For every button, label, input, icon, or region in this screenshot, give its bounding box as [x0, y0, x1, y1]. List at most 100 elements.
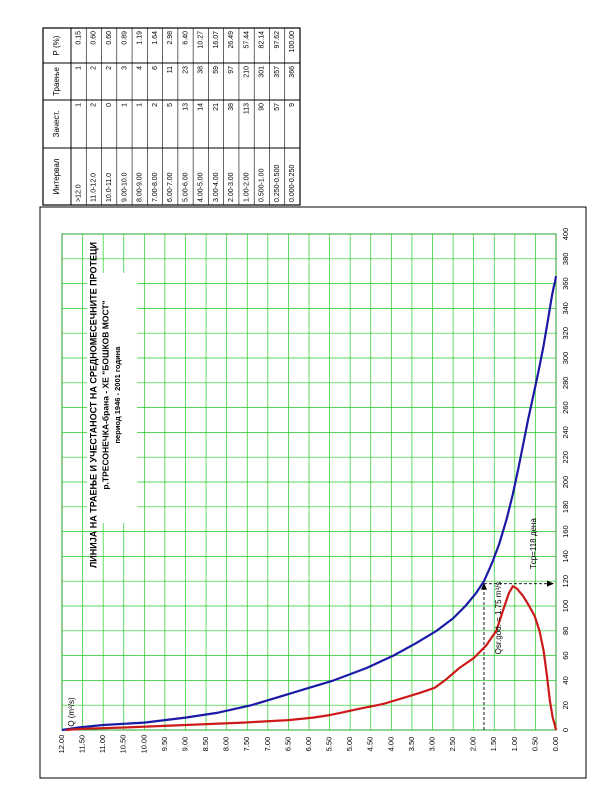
x-tick-label: 100 — [561, 600, 570, 613]
x-tick-label: 200 — [561, 476, 570, 489]
y-tick-label: 3.00 — [427, 737, 436, 752]
table-cell: 26.49 — [228, 31, 235, 49]
table-header-cell: Зачест. — [52, 111, 61, 138]
table-cell: 97 — [228, 66, 235, 74]
table-cell: 100.00 — [289, 31, 296, 53]
table-cell: 1 — [121, 103, 128, 107]
table-cell: 16.07 — [213, 31, 220, 49]
table-cell: 5.00-6.00 — [182, 172, 189, 202]
table-cell: 97.62 — [274, 31, 281, 49]
y-tick-label: 8.00 — [222, 737, 231, 752]
y-tick-label: 1.00 — [510, 737, 519, 752]
table-cell: 3.00-4.00 — [213, 172, 220, 202]
table-cell: 10.0-11.0 — [106, 173, 113, 202]
y-tick-label: 5.00 — [345, 737, 354, 752]
table-cell: 301 — [259, 66, 266, 78]
series-line-0 — [61, 276, 558, 732]
table-cell: 0.250-0.500 — [274, 165, 281, 202]
table-cell: 2.98 — [167, 31, 174, 45]
qsr-arrow-icon — [480, 582, 487, 590]
table-header-cell: Траење — [52, 67, 61, 96]
x-tick-label: 260 — [561, 401, 570, 414]
series-line-1 — [66, 585, 558, 732]
table-cell: 2.00-3.00 — [228, 172, 235, 202]
y-tick-label: 2.50 — [448, 737, 457, 752]
y-tick-label: 9.00 — [180, 737, 189, 752]
table-cell: 2 — [91, 66, 98, 70]
table-cell: 0.60 — [91, 31, 98, 45]
x-tick-label: 160 — [561, 525, 570, 538]
table-header-cell: Интервал — [52, 158, 61, 194]
table-cell: 0.000-0.250 — [289, 165, 296, 202]
y-tick-label: 6.50 — [283, 737, 292, 752]
y-tick-label: 2.00 — [469, 737, 478, 752]
table-cell: 38 — [198, 66, 205, 74]
table-cell: 1.19 — [137, 31, 144, 45]
y-tick-label: 7.50 — [242, 737, 251, 752]
table-cell: 8.00-9.00 — [137, 172, 144, 202]
x-tick-label: 20 — [561, 701, 570, 709]
table-cell: 2 — [91, 103, 98, 107]
y-tick-label: 7.00 — [263, 737, 272, 752]
x-tick-label: 280 — [561, 377, 570, 390]
table-cell: 1 — [137, 103, 144, 107]
x-tick-label: 220 — [561, 451, 570, 464]
duration-frequency-chart: 0 20 40 60 80 100 120 140 160 180 200 220 240 260 280 3… — [57, 228, 570, 754]
table-cell: 90 — [259, 103, 266, 111]
table-cell: 0.500-1.00 — [259, 168, 266, 202]
y-tick-label: 4.00 — [386, 737, 395, 752]
y-tick-label: 8.50 — [201, 737, 210, 752]
table-cell: 9 — [289, 103, 296, 107]
x-tick-label: 380 — [561, 253, 570, 266]
y-tick-label: 3.50 — [407, 737, 416, 752]
x-tick-label: 240 — [561, 426, 570, 439]
table-cell: 23 — [182, 66, 189, 74]
table-cell: 6.00-7.00 — [167, 172, 174, 202]
table-cell: 82.14 — [259, 31, 266, 49]
table-cell: 0.89 — [121, 31, 128, 45]
y-tick-label: 6.00 — [304, 737, 313, 752]
table-cell: 6.40 — [182, 31, 189, 45]
table-cell: 210 — [243, 66, 250, 78]
x-tick-label: 140 — [561, 550, 570, 563]
table-cell: 1.00-2.00 — [243, 172, 250, 202]
x-tick-label: 80 — [561, 627, 570, 635]
x-tick-label: 320 — [561, 327, 570, 340]
y-tick-label: 10.00 — [139, 735, 148, 754]
table-cell: 57 — [274, 103, 281, 111]
chart-period: период 1946 - 2001 година — [113, 346, 122, 444]
table-cell: 1 — [75, 66, 82, 70]
y-tick-label: 4.50 — [366, 737, 375, 752]
y-tick-label: 0.50 — [530, 737, 539, 752]
tsr-arrow-icon — [547, 580, 554, 587]
y-tick-label: 11.00 — [98, 735, 107, 753]
title-block — [87, 273, 137, 523]
table-cell: 11 — [167, 66, 174, 73]
table-cell: 5 — [167, 103, 174, 107]
y-axis-label: Q (m³/s) — [67, 697, 76, 727]
x-tick-label: 360 — [561, 277, 570, 290]
table-cell: 10.27 — [198, 31, 205, 49]
table-cell: 13 — [182, 103, 189, 111]
table-border — [42, 27, 301, 206]
table-cell: 38 — [228, 103, 235, 111]
table-cell: >12.0 — [75, 184, 82, 202]
table-cell: 2 — [106, 66, 113, 70]
x-tick-label: 0 — [561, 728, 570, 732]
table-cell: 7.00-8.00 — [152, 172, 159, 202]
table-cell: 11.0-12.0 — [91, 173, 98, 202]
table-cell: 14 — [198, 103, 205, 111]
tsr-label: Tср=118 дена — [529, 518, 538, 570]
y-tick-label: 9.50 — [160, 737, 169, 752]
x-tick-label: 120 — [561, 575, 570, 588]
table-cell: 2 — [152, 103, 159, 107]
y-tick-label: 1.50 — [489, 737, 498, 752]
y-tick-label: 11.50 — [78, 735, 87, 753]
table-cell: 4.00-5.00 — [198, 172, 205, 202]
table-cell: 357 — [274, 66, 281, 78]
table-cell: 366 — [289, 66, 296, 78]
table-cell: 4 — [137, 66, 144, 70]
table-cell: 3 — [121, 66, 128, 70]
table-cell: 21 — [213, 103, 220, 111]
